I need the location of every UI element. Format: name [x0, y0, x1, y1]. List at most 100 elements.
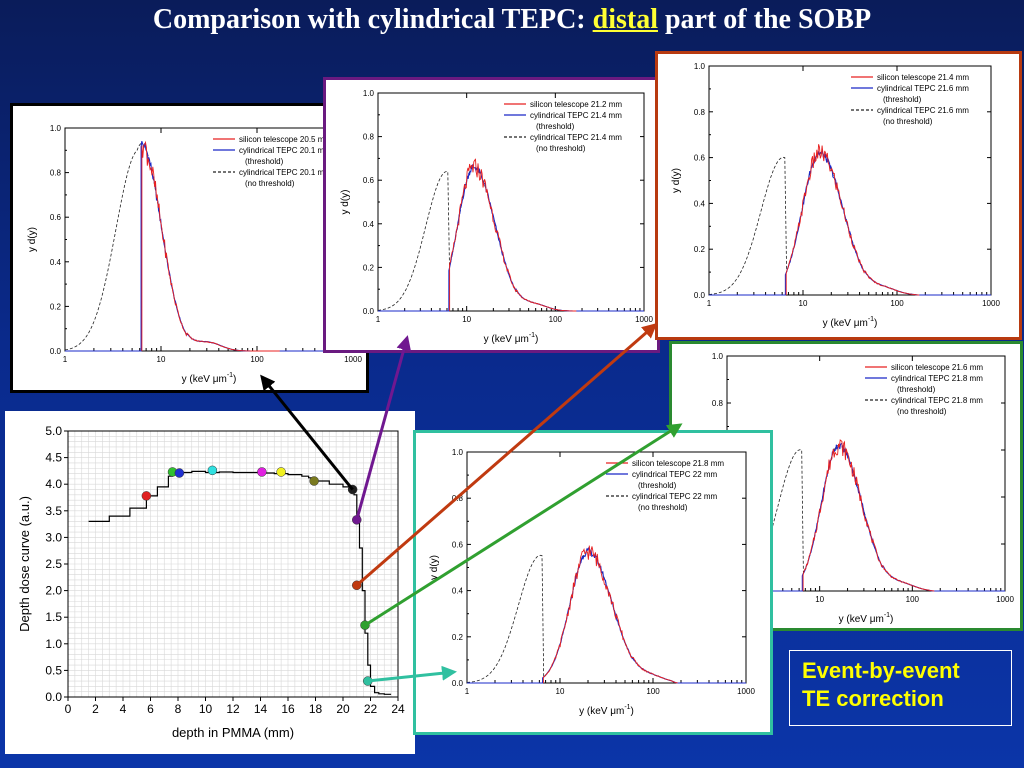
legend-label: (threshold) [245, 157, 284, 166]
x-tick-label: 10 [199, 702, 213, 716]
y-tick-label: 2.5 [45, 557, 62, 571]
legend-label: silicon telescope 21.8 mm [632, 459, 724, 468]
x-tick-label: 10 [157, 355, 166, 364]
depth-marker [276, 467, 286, 477]
y-tick-label: 0.6 [50, 213, 62, 222]
y-tick-label: 4.0 [45, 477, 62, 491]
y-tick-label: 0.8 [363, 133, 375, 142]
x-axis-label: depth in PMMA (mm) [172, 725, 294, 740]
x-tick-label: 10 [815, 595, 824, 604]
y-axis-label: y d(y) [429, 555, 440, 580]
x-axis-label: y (keV μm-1) [579, 704, 634, 717]
y-axis-label: y d(y) [671, 168, 682, 193]
y-tick-label: 0.6 [694, 154, 706, 163]
legend-label: (no threshold) [638, 503, 688, 512]
x-tick-label: 8 [175, 702, 182, 716]
legend-label: cylindrical TEPC 21.4 mm [530, 133, 622, 142]
y-tick-label: 5.0 [45, 424, 62, 438]
legend-label: cylindrical TEPC 21.8 mm [891, 374, 983, 383]
depth-marker [352, 580, 362, 591]
x-tick-label: 1000 [344, 355, 362, 364]
y-tick-label: 1.0 [712, 352, 724, 361]
y-tick-label: 1.0 [694, 62, 706, 71]
x-axis-label: y (keV μm-1) [839, 612, 894, 625]
slide-title: Comparison with cylindrical TEPC: distal… [0, 4, 1024, 36]
legend-label: (no threshold) [883, 117, 933, 126]
y-tick-label: 0.8 [694, 108, 706, 117]
y-tick-label: 0.8 [452, 494, 464, 503]
no-threshold-curve [708, 152, 991, 296]
y-tick-label: 1.0 [50, 124, 62, 133]
depth-marker [347, 484, 358, 495]
x-tick-label: 1 [465, 687, 470, 696]
x-tick-label: 100 [906, 595, 920, 604]
y-tick-label: 3.5 [45, 504, 62, 518]
y-tick-label: 2.0 [45, 584, 62, 598]
legend-label: silicon telescope 21.2 mm [530, 100, 622, 109]
legend-label: (no threshold) [536, 144, 586, 153]
depth-marker [174, 468, 185, 478]
x-tick-label: 1000 [635, 315, 653, 324]
silicon-telescope-curve [449, 158, 577, 312]
legend-label: cylindrical TEPC 21.4 mm [530, 111, 622, 120]
y-tick-label: 0.0 [452, 679, 464, 688]
y-tick-label: 0.6 [363, 176, 375, 185]
plot-frame [64, 127, 354, 352]
spectrum-panel-5: 0.0 0.2 0.4 0.6 0.8 1.0 1 10 100 1000 y (keV μm-1)… [413, 430, 773, 735]
silicon-telescope-curve [785, 144, 920, 296]
title-pre: Comparison with cylindrical TEPC: [152, 4, 593, 35]
y-tick-label: 0.4 [452, 587, 464, 596]
y-tick-label: 0.5 [45, 663, 62, 677]
threshold-curve [467, 547, 746, 684]
event-by-event-note: Event-by-event TE correction [789, 650, 1012, 726]
y-axis-label: y d(y) [27, 227, 38, 252]
depth-marker [309, 476, 319, 486]
y-tick-label: 0.6 [452, 540, 464, 549]
depth-marker [141, 491, 152, 501]
y-axis-label: Depth dose curve (a.u.) [17, 496, 32, 632]
y-tick-label: 0.0 [694, 291, 706, 300]
legend-label: cylindrical TEPC 21.8 mm [891, 396, 983, 405]
depth-marker [207, 465, 218, 476]
x-tick-label: 100 [250, 355, 264, 364]
title-highlight: distal [592, 4, 658, 35]
x-tick-label: 22 [364, 702, 378, 716]
note-line-1: Event-by-event [802, 658, 960, 683]
y-tick-label: 0.4 [694, 199, 706, 208]
silicon-telescope-curve [141, 140, 280, 352]
threshold-curve [378, 163, 644, 312]
silicon-telescope-curve [802, 439, 935, 592]
y-tick-label: 0.0 [50, 347, 62, 356]
no-threshold-curve [466, 550, 746, 684]
y-tick-label: 1.5 [45, 610, 62, 624]
x-tick-label: 1000 [996, 595, 1014, 604]
legend-label: (no threshold) [897, 407, 947, 416]
title-post: part of the SOBP [657, 4, 872, 35]
y-axis-label: y d(y) [340, 190, 351, 215]
legend-label: cylindrical TEPC 22 mm [632, 470, 718, 479]
legend-label: cylindrical TEPC 21.6 mm [877, 106, 969, 115]
y-tick-label: 0.2 [452, 633, 464, 642]
plot-frame [708, 65, 992, 296]
plot-frame [466, 451, 747, 684]
x-tick-label: 6 [147, 702, 154, 716]
y-tick-label: 1.0 [452, 448, 464, 457]
x-tick-label: 100 [549, 315, 563, 324]
legend-label: (threshold) [536, 122, 575, 131]
x-tick-label: 14 [254, 702, 268, 716]
x-axis-label: y (keV μm-1) [182, 372, 237, 385]
x-tick-label: 10 [556, 687, 565, 696]
legend-label: silicon telescope 21.4 mm [877, 73, 969, 82]
y-tick-label: 0.4 [50, 258, 62, 267]
spectrum-chart-2: 0.0 0.2 0.4 0.6 0.8 1.0 1 10 100 1000 y (keV μm-1)… [340, 89, 653, 345]
x-tick-label: 0 [65, 702, 72, 716]
x-tick-label: 100 [646, 687, 660, 696]
legend-label: (threshold) [897, 385, 936, 394]
x-tick-label: 100 [890, 299, 904, 308]
legend-label: (threshold) [883, 95, 922, 104]
spectrum-chart-1: 0.0 0.2 0.4 0.6 0.8 1.0 1 10 100 1000 y (keV μm-1)… [27, 124, 362, 385]
y-tick-label: 0.8 [712, 399, 724, 408]
spectrum-panel-3: 0.0 0.2 0.4 0.6 0.8 1.0 1 10 100 1000 y (keV μm-1)… [655, 51, 1022, 340]
x-tick-label: 18 [309, 702, 323, 716]
